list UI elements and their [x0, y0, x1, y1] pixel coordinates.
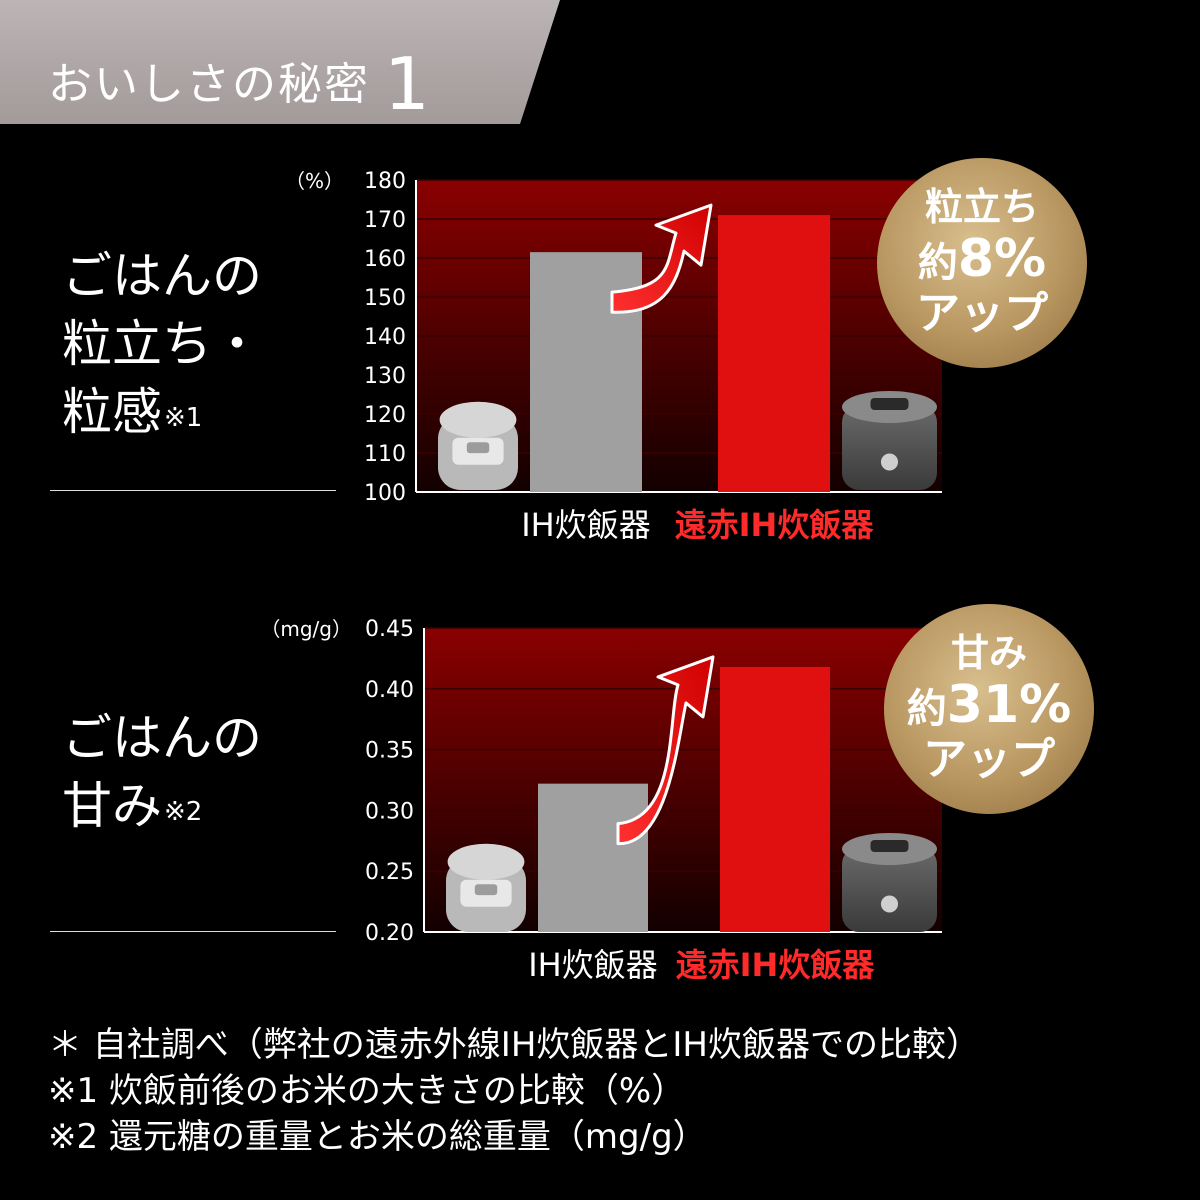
chart1-up-arrow: [610, 203, 713, 314]
chart1-ytick-label: 150: [364, 286, 406, 311]
section-2-label-line-2-text: 甘み: [62, 777, 162, 835]
footnote-2: ※1 炊飯前後のお米の大きさの比較（%）: [48, 1071, 686, 1111]
section-1-label-line-3-text: 粒感: [62, 383, 162, 441]
chart2-far-infrared-cooker-image-knob: [880, 895, 899, 913]
section-1-label-line-3: 粒感※1: [62, 378, 262, 446]
page-title-text: おいしさの秘密: [48, 59, 370, 110]
header-banner: [0, 0, 560, 124]
section-2-badge-prefix: 約: [906, 685, 947, 732]
chart2-unit-label: （mg/g）: [260, 617, 352, 641]
chart2-ytick-label: 0.30: [365, 799, 414, 824]
chart1-ytick-label: 160: [364, 247, 406, 272]
chart1-ytick-label: 130: [364, 364, 406, 389]
chart1-ytick-label: 180: [364, 169, 406, 194]
chart1-far-infrared-cooker-image-display: [870, 398, 909, 410]
chart2-up-arrow: [616, 655, 715, 846]
chart1-unit-label: （%）: [285, 169, 344, 193]
chart2-far-infrared-cooker-image-display: [870, 840, 909, 852]
section-1-label-line-2: 粒立ち・: [62, 315, 262, 373]
chart1-far-infrared-cooker-image-body: [842, 405, 937, 490]
chart1-category-label: 遠赤IH炊飯器: [675, 506, 875, 544]
chart1-ih-cooker-illustration-lid: [439, 401, 517, 438]
section-1-badge-line-3: アップ: [916, 288, 1048, 340]
chart1-bar-far-infrared: [718, 215, 830, 492]
chart1-ytick-label: 140: [364, 325, 406, 350]
footnote-3: ※2 還元糖の重量とお米の総重量（mg/g）: [48, 1117, 707, 1157]
chart2-ytick-label: 0.25: [365, 860, 414, 885]
chart1-bar-ih: [530, 252, 642, 492]
chart2-far-infrared-cooker-image-body: [842, 847, 937, 932]
section-2-badge-line-1: 甘み: [950, 630, 1027, 675]
chart1-category-label: IH炊飯器: [521, 506, 651, 544]
chart1-ytick-label: 170: [364, 208, 406, 233]
section-1-badge-value: 8%: [957, 228, 1047, 289]
chart2-bar-far-infrared: [720, 666, 830, 932]
section-1-label-line-1: ごはんの: [62, 247, 262, 305]
chart1-ytick-label: 120: [364, 403, 406, 428]
chart2-ytick-label: 0.45: [365, 617, 414, 642]
section-1-label: ごはんの 粒立ち・ 粒感※1: [62, 242, 262, 446]
chart2-ytick-label: 0.35: [365, 739, 414, 764]
chart1-ytick-label: 110: [364, 442, 406, 467]
chart1-ih-cooker-illustration-display: [466, 442, 490, 454]
section-2-badge: 甘み 約31% アップ: [884, 604, 1094, 814]
chart2-category-label: IH炊飯器: [528, 946, 658, 984]
section-2-badge-value: 31%: [946, 674, 1072, 735]
page-title-number: 1: [384, 42, 432, 126]
section-1-badge: 粒立ち 約8% アップ: [877, 158, 1087, 368]
chart2-ih-cooker-illustration-display: [474, 884, 498, 896]
sweetness-chart: 0.20 0.25 0.30 0.35 0.40 0.45 （mg/g） IH炊飯器 遠赤IH炊…: [260, 617, 942, 984]
chart2-ih-cooker-illustration-lid: [447, 843, 525, 880]
footnotes: ＊ 自社調べ（弊社の遠赤外線IH炊飯器とIH炊飯器での比較） ※1 炊飯前後のお…: [48, 1022, 980, 1160]
section-1-badge-prefix: 約: [917, 239, 958, 286]
section-2-note: ※2: [164, 797, 203, 827]
page-title: おいしさの秘密 1: [48, 32, 432, 126]
chart2-bar-ih: [538, 783, 648, 932]
section-1-badge-line-1: 粒立ち: [924, 184, 1039, 229]
chart2-category-label: 遠赤IH炊飯器: [676, 946, 876, 984]
section-2-divider: [50, 931, 336, 932]
chart1-far-infrared-cooker-image-knob: [880, 453, 899, 471]
section-2-badge-line-3: アップ: [923, 734, 1055, 786]
chart1-ytick-label: 100: [364, 481, 406, 506]
section-1-badge-line-2: 約8%: [917, 228, 1047, 290]
section-2-label-line-1: ごはんの: [62, 709, 262, 767]
section-1-divider: [50, 490, 336, 491]
footnote-1: ＊ 自社調べ（弊社の遠赤外線IH炊飯器とIH炊飯器での比較）: [48, 1025, 980, 1065]
section-2-label-line-2: 甘み※2: [62, 772, 262, 840]
chart2-ytick-label: 0.20: [365, 921, 414, 946]
section-2-label: ごはんの 甘み※2: [62, 704, 262, 840]
chart2-ytick-label: 0.40: [365, 678, 414, 703]
grain-chart: 100 110 120 130 140 150 160 170 180 （%） IH炊飯器 遠赤IH炊…: [285, 169, 942, 544]
section-2-badge-line-2: 約31%: [906, 674, 1072, 736]
section-1-note: ※1: [164, 403, 203, 433]
